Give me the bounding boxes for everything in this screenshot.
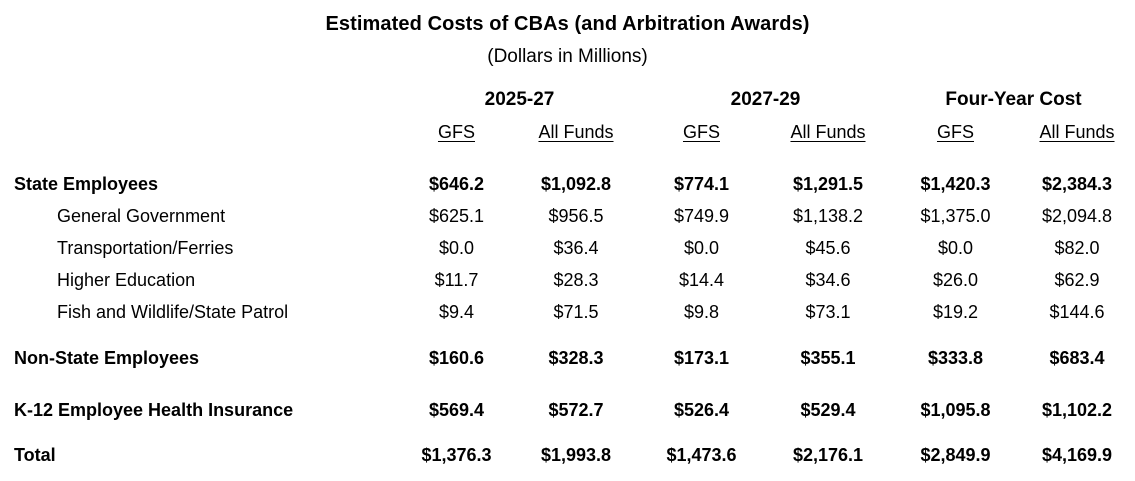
cell-value: $2,094.8 (1041, 206, 1113, 226)
column-group-spacer (0, 89, 400, 111)
cell-value: $9.4 (438, 302, 475, 322)
cell-value: $160.6 (428, 348, 485, 368)
column-header-label: GFS (682, 122, 720, 142)
table-row-higher-education: Higher Education $11.7 $28.3 $14.4 $34.6… (0, 264, 1135, 296)
cell-value: $2,849.9 (920, 445, 991, 465)
cell-value: $569.4 (428, 400, 485, 420)
cell-value: $328.3 (548, 348, 604, 368)
cell-value: $45.6 (805, 238, 851, 258)
cell-value: $62.9 (1054, 270, 1100, 290)
cell-value: $173.1 (673, 348, 730, 368)
row-label: K-12 Employee Health Insurance (14, 400, 294, 420)
cell-value: $529.4 (800, 400, 856, 420)
cell-value: $4,169.9 (1041, 445, 1113, 465)
cell-value: $2,176.1 (792, 445, 864, 465)
cell-value: $333.8 (927, 348, 984, 368)
table-row-general-government: General Government $625.1 $956.5 $749.9 … (0, 200, 1135, 232)
cell-value: $26.0 (932, 270, 979, 290)
cell-value: $956.5 (548, 206, 604, 226)
cell-value: $1,375.0 (920, 206, 991, 226)
cell-value: $1,291.5 (792, 174, 864, 194)
row-label: General Government (57, 206, 226, 226)
cell-value: $749.9 (673, 206, 730, 226)
cell-value: $11.7 (434, 270, 479, 290)
row-label: Non-State Employees (14, 348, 200, 368)
cell-value: $526.4 (673, 400, 730, 420)
column-group-2025-27: 2025-27 (484, 89, 555, 110)
cell-value: $28.3 (553, 270, 599, 290)
page-subtitle: (Dollars in Millions) (487, 46, 648, 67)
cell-value: $1,376.3 (421, 445, 492, 465)
column-header-gfs-3: GFS (892, 121, 1019, 144)
cell-value: $1,095.8 (920, 400, 991, 420)
cell-value: $9.8 (683, 302, 720, 322)
cell-value: $0.0 (683, 238, 720, 258)
column-header-label: GFS (437, 122, 475, 142)
table-row-state-employees: State Employees $646.2 $1,092.8 $774.1 $… (0, 168, 1135, 200)
cell-value: $73.1 (805, 302, 851, 322)
table-row-fish-wildlife-state-patrol: Fish and Wildlife/State Patrol $9.4 $71.… (0, 296, 1135, 328)
cell-value: $646.2 (428, 174, 485, 194)
row-label: Higher Education (57, 270, 196, 290)
cell-value: $572.7 (548, 400, 604, 420)
column-header-label: All Funds (538, 122, 614, 142)
cell-value: $14.4 (678, 270, 725, 290)
column-header-allfunds-2: All Funds (764, 121, 892, 144)
cell-value: $1,102.2 (1041, 400, 1113, 420)
column-header-label: All Funds (790, 122, 866, 142)
cell-value: $82.0 (1054, 238, 1100, 258)
cell-value: $1,420.3 (920, 174, 991, 194)
column-group-2027-29: 2027-29 (730, 89, 801, 110)
column-header-gfs-2: GFS (639, 121, 764, 144)
column-header-allfunds-3: All Funds (1019, 121, 1135, 144)
cell-value: $0.0 (937, 238, 974, 258)
cell-value: $144.6 (1049, 302, 1105, 322)
column-header-label: All Funds (1039, 122, 1115, 142)
cell-value: $355.1 (800, 348, 856, 368)
cell-value: $0.0 (438, 238, 475, 258)
row-label: Total (14, 445, 56, 465)
cell-value: $71.5 (553, 302, 599, 322)
sub-header-row: GFS All Funds GFS All Funds GFS All Fund… (0, 121, 1135, 144)
table-row-non-state-employees: Non-State Employees $160.6 $328.3 $173.1… (0, 342, 1135, 374)
column-header-label: GFS (936, 122, 974, 142)
page-title: Estimated Costs of CBAs (and Arbitration… (325, 13, 810, 35)
cell-value: $683.4 (1049, 348, 1105, 368)
cell-value: $36.4 (553, 238, 599, 258)
row-label: Fish and Wildlife/State Patrol (57, 302, 289, 322)
cell-value: $625.1 (428, 206, 485, 226)
cell-value: $1,138.2 (792, 206, 864, 226)
cell-value: $1,993.8 (540, 445, 612, 465)
table-row-k12-employee-health-insurance: K-12 Employee Health Insurance $569.4 $5… (0, 394, 1135, 426)
row-label: State Employees (14, 174, 159, 194)
table-row-total: Total $1,376.3 $1,993.8 $1,473.6 $2,176.… (0, 439, 1135, 471)
sub-header-spacer (0, 121, 400, 144)
column-header-gfs-1: GFS (400, 121, 513, 144)
cell-value: $34.6 (805, 270, 851, 290)
cell-value: $1,473.6 (666, 445, 737, 465)
cell-value: $1,092.8 (540, 174, 612, 194)
table-row-transportation-ferries: Transportation/Ferries $0.0 $36.4 $0.0 $… (0, 232, 1135, 264)
cell-value: $19.2 (932, 302, 979, 322)
column-group-four-year-cost: Four-Year Cost (945, 89, 1082, 110)
column-group-header-row: 2025-27 2027-29 Four-Year Cost (0, 89, 1135, 111)
column-header-allfunds-1: All Funds (513, 121, 639, 144)
cell-value: $2,384.3 (1041, 174, 1113, 194)
cell-value: $774.1 (673, 174, 730, 194)
row-label: Transportation/Ferries (57, 238, 234, 258)
